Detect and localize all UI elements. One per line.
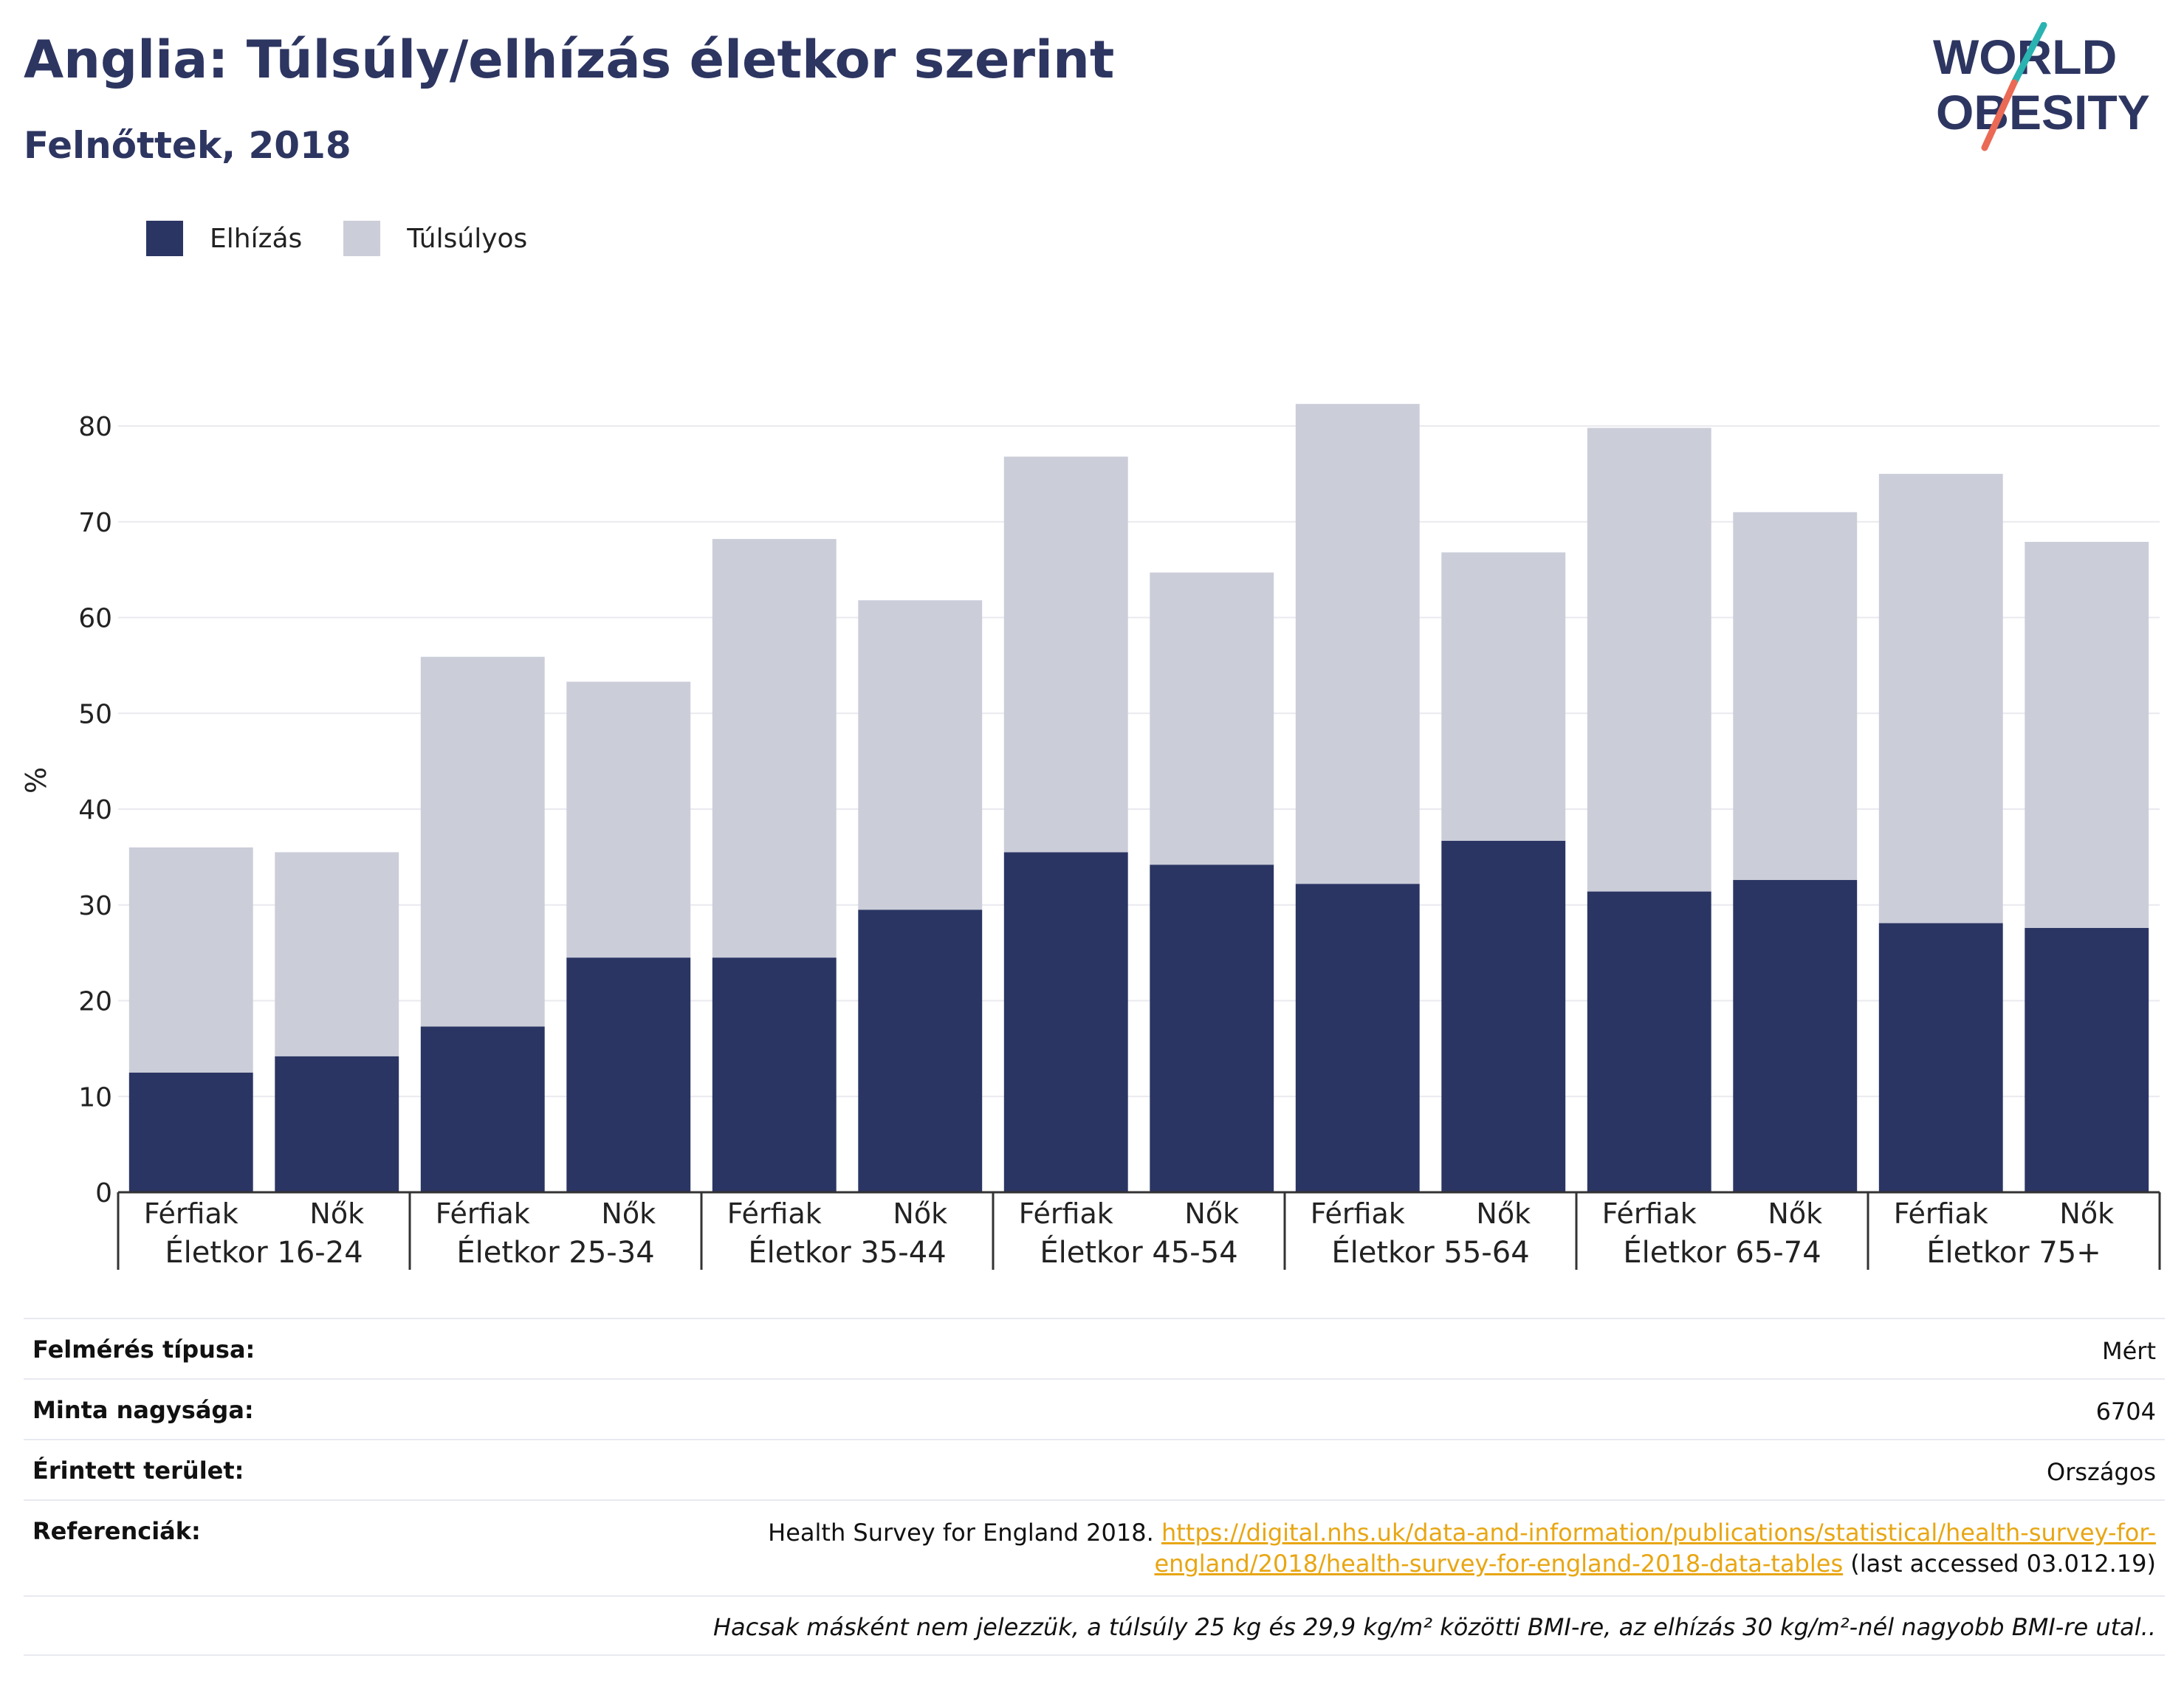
x-group-label: Életkor 16-24	[165, 1234, 363, 1270]
x-group-label: Életkor 65-74	[1623, 1234, 1821, 1270]
y-tick-label: 70	[78, 508, 112, 538]
info-table: Felmérés típusa: Mért Minta nagysága: 67…	[24, 1318, 2165, 1656]
legend-label: Túlsúlyos	[407, 223, 528, 254]
legend-swatch	[343, 221, 381, 256]
y-axis-ticks: 0 10 20 30 40 50 60 70 80	[78, 412, 112, 1208]
bar-tulsulyos	[1733, 512, 1858, 881]
reference-link-line1[interactable]: https://digital.nhs.uk/data-and-informat…	[1161, 1519, 2156, 1547]
info-row-survey-type: Felmérés típusa: Mért	[24, 1318, 2165, 1378]
bar-tulsulyos	[128, 847, 253, 1073]
bar-tulsulyos	[1878, 473, 2003, 924]
bar-elhizas	[1878, 923, 2003, 1192]
bar-elhizas	[1150, 864, 1274, 1192]
info-label: Érintett terület:	[32, 1457, 244, 1485]
y-tick-label: 10	[78, 1082, 112, 1113]
x-tick-label-sex: Férfiak	[144, 1197, 238, 1230]
info-value: Mért	[2102, 1337, 2156, 1365]
x-tick-label-sex: Férfiak	[1894, 1197, 1988, 1230]
bar-tulsulyos	[275, 852, 399, 1056]
reference-suffix: (last accessed 03.012.19)	[1850, 1550, 2156, 1578]
bar-elhizas	[712, 957, 837, 1192]
info-row-note: Hacsak másként nem jelezzük, a túlsúly 2…	[24, 1595, 2165, 1656]
y-tick-label: 30	[78, 891, 112, 921]
y-tick-label: 20	[78, 987, 112, 1017]
y-tick-label: 0	[95, 1178, 112, 1208]
x-group-label: Életkor 25-34	[456, 1234, 654, 1270]
info-row-sample-size: Minta nagysága: 6704	[24, 1378, 2165, 1439]
x-group-label: Életkor 35-44	[748, 1234, 946, 1270]
x-tick-label-sex: Férfiak	[1311, 1197, 1405, 1230]
reference-link-line2[interactable]: england/2018/health-survey-for-england-2…	[1154, 1550, 1844, 1578]
reference-prefix: Health Survey for England 2018.	[768, 1519, 1154, 1547]
legend-item-elhizas[interactable]: Elhízás	[146, 221, 302, 256]
x-tick-label-sex: Nők	[893, 1197, 947, 1230]
y-tick-label: 80	[78, 412, 112, 442]
bar-elhizas	[1587, 891, 1711, 1192]
logo-slash-teal	[2010, 22, 2047, 86]
bar-tulsulyos	[1587, 427, 1711, 892]
x-tick-label-sex: Nők	[309, 1197, 364, 1230]
x-tick-label-sex: Nők	[1768, 1197, 1822, 1230]
info-value: Országos	[2047, 1458, 2156, 1486]
references-value: Health Survey for England 2018. https://…	[768, 1517, 2156, 1579]
bar-elhizas	[275, 1056, 399, 1192]
x-group-label: Életkor 45-54	[1040, 1234, 1237, 1270]
legend-item-tulsulyos[interactable]: Túlsúlyos	[343, 221, 527, 256]
x-tick-label-sex: Férfiak	[1019, 1197, 1113, 1230]
world-obesity-logo: WORLD OBESITY	[1933, 22, 2150, 151]
bar-elhizas	[128, 1072, 253, 1192]
x-tick-label-sex: Nők	[2059, 1197, 2114, 1230]
logo-slash-coral	[1981, 79, 2018, 151]
info-row-references: Referenciák: Health Survey for England 2…	[24, 1499, 2165, 1595]
x-tick-label-sex: Férfiak	[436, 1197, 530, 1230]
bars	[128, 404, 2149, 1192]
bar-elhizas	[420, 1026, 545, 1192]
bar-tulsulyos	[858, 600, 983, 910]
bar-tulsulyos	[420, 656, 545, 1027]
x-tick-label-sex: Férfiak	[1602, 1197, 1697, 1230]
info-value: 6704	[2095, 1397, 2156, 1426]
y-tick-label: 40	[78, 795, 112, 825]
info-label: Felmérés típusa:	[32, 1335, 255, 1364]
info-label: Referenciák:	[32, 1517, 201, 1545]
stacked-bar-chart: 0 10 20 30 40 50 60 70 80 % Férfiak Nők Férfiak Nők…	[20, 404, 2161, 1270]
bar-tulsulyos	[1003, 456, 1128, 853]
x-tick-label-sex: Nők	[601, 1197, 656, 1230]
logo-text-obesity: OBESITY	[1936, 85, 2150, 140]
bar-tulsulyos	[712, 539, 837, 958]
x-group-label: Életkor 55-64	[1331, 1234, 1529, 1270]
chart-legend: Elhízás Túlsúlyos	[146, 218, 569, 259]
bar-elhizas	[858, 910, 983, 1192]
x-tick-label-sex: Férfiak	[727, 1197, 822, 1230]
y-tick-label: 60	[78, 604, 112, 634]
info-row-area: Érintett terület: Országos	[24, 1439, 2165, 1499]
bar-elhizas	[1733, 880, 1858, 1192]
bar-elhizas	[1441, 840, 1566, 1192]
x-tick-label-sex: Nők	[1476, 1197, 1531, 1230]
definition-note: Hacsak másként nem jelezzük, a túlsúly 2…	[712, 1613, 2156, 1641]
bar-elhizas	[566, 957, 691, 1192]
bar-tulsulyos	[1295, 404, 1420, 884]
legend-label: Elhízás	[210, 223, 303, 254]
bar-elhizas	[1003, 852, 1128, 1192]
info-label: Minta nagysága:	[32, 1396, 254, 1424]
bar-tulsulyos	[1441, 552, 1566, 841]
x-group-label: Életkor 75+	[1926, 1234, 2101, 1270]
y-tick-label: 50	[78, 699, 112, 729]
bar-elhizas	[2025, 927, 2149, 1192]
x-tick-label-sex: Nők	[1184, 1197, 1239, 1230]
bar-tulsulyos	[566, 681, 691, 958]
bar-elhizas	[1295, 884, 1420, 1192]
legend-swatch	[146, 221, 183, 256]
bar-tulsulyos	[2025, 541, 2149, 928]
bar-tulsulyos	[1150, 572, 1274, 865]
x-axis: Férfiak Nők Férfiak Nők Férfiak Nők Férfiak Nők…	[117, 1191, 2161, 1270]
chart-title: Anglia: Túlsúly/elhízás életkor szerint	[24, 30, 1115, 90]
chart-subtitle: Felnőttek, 2018	[24, 124, 351, 167]
y-axis-label: %	[20, 767, 52, 794]
